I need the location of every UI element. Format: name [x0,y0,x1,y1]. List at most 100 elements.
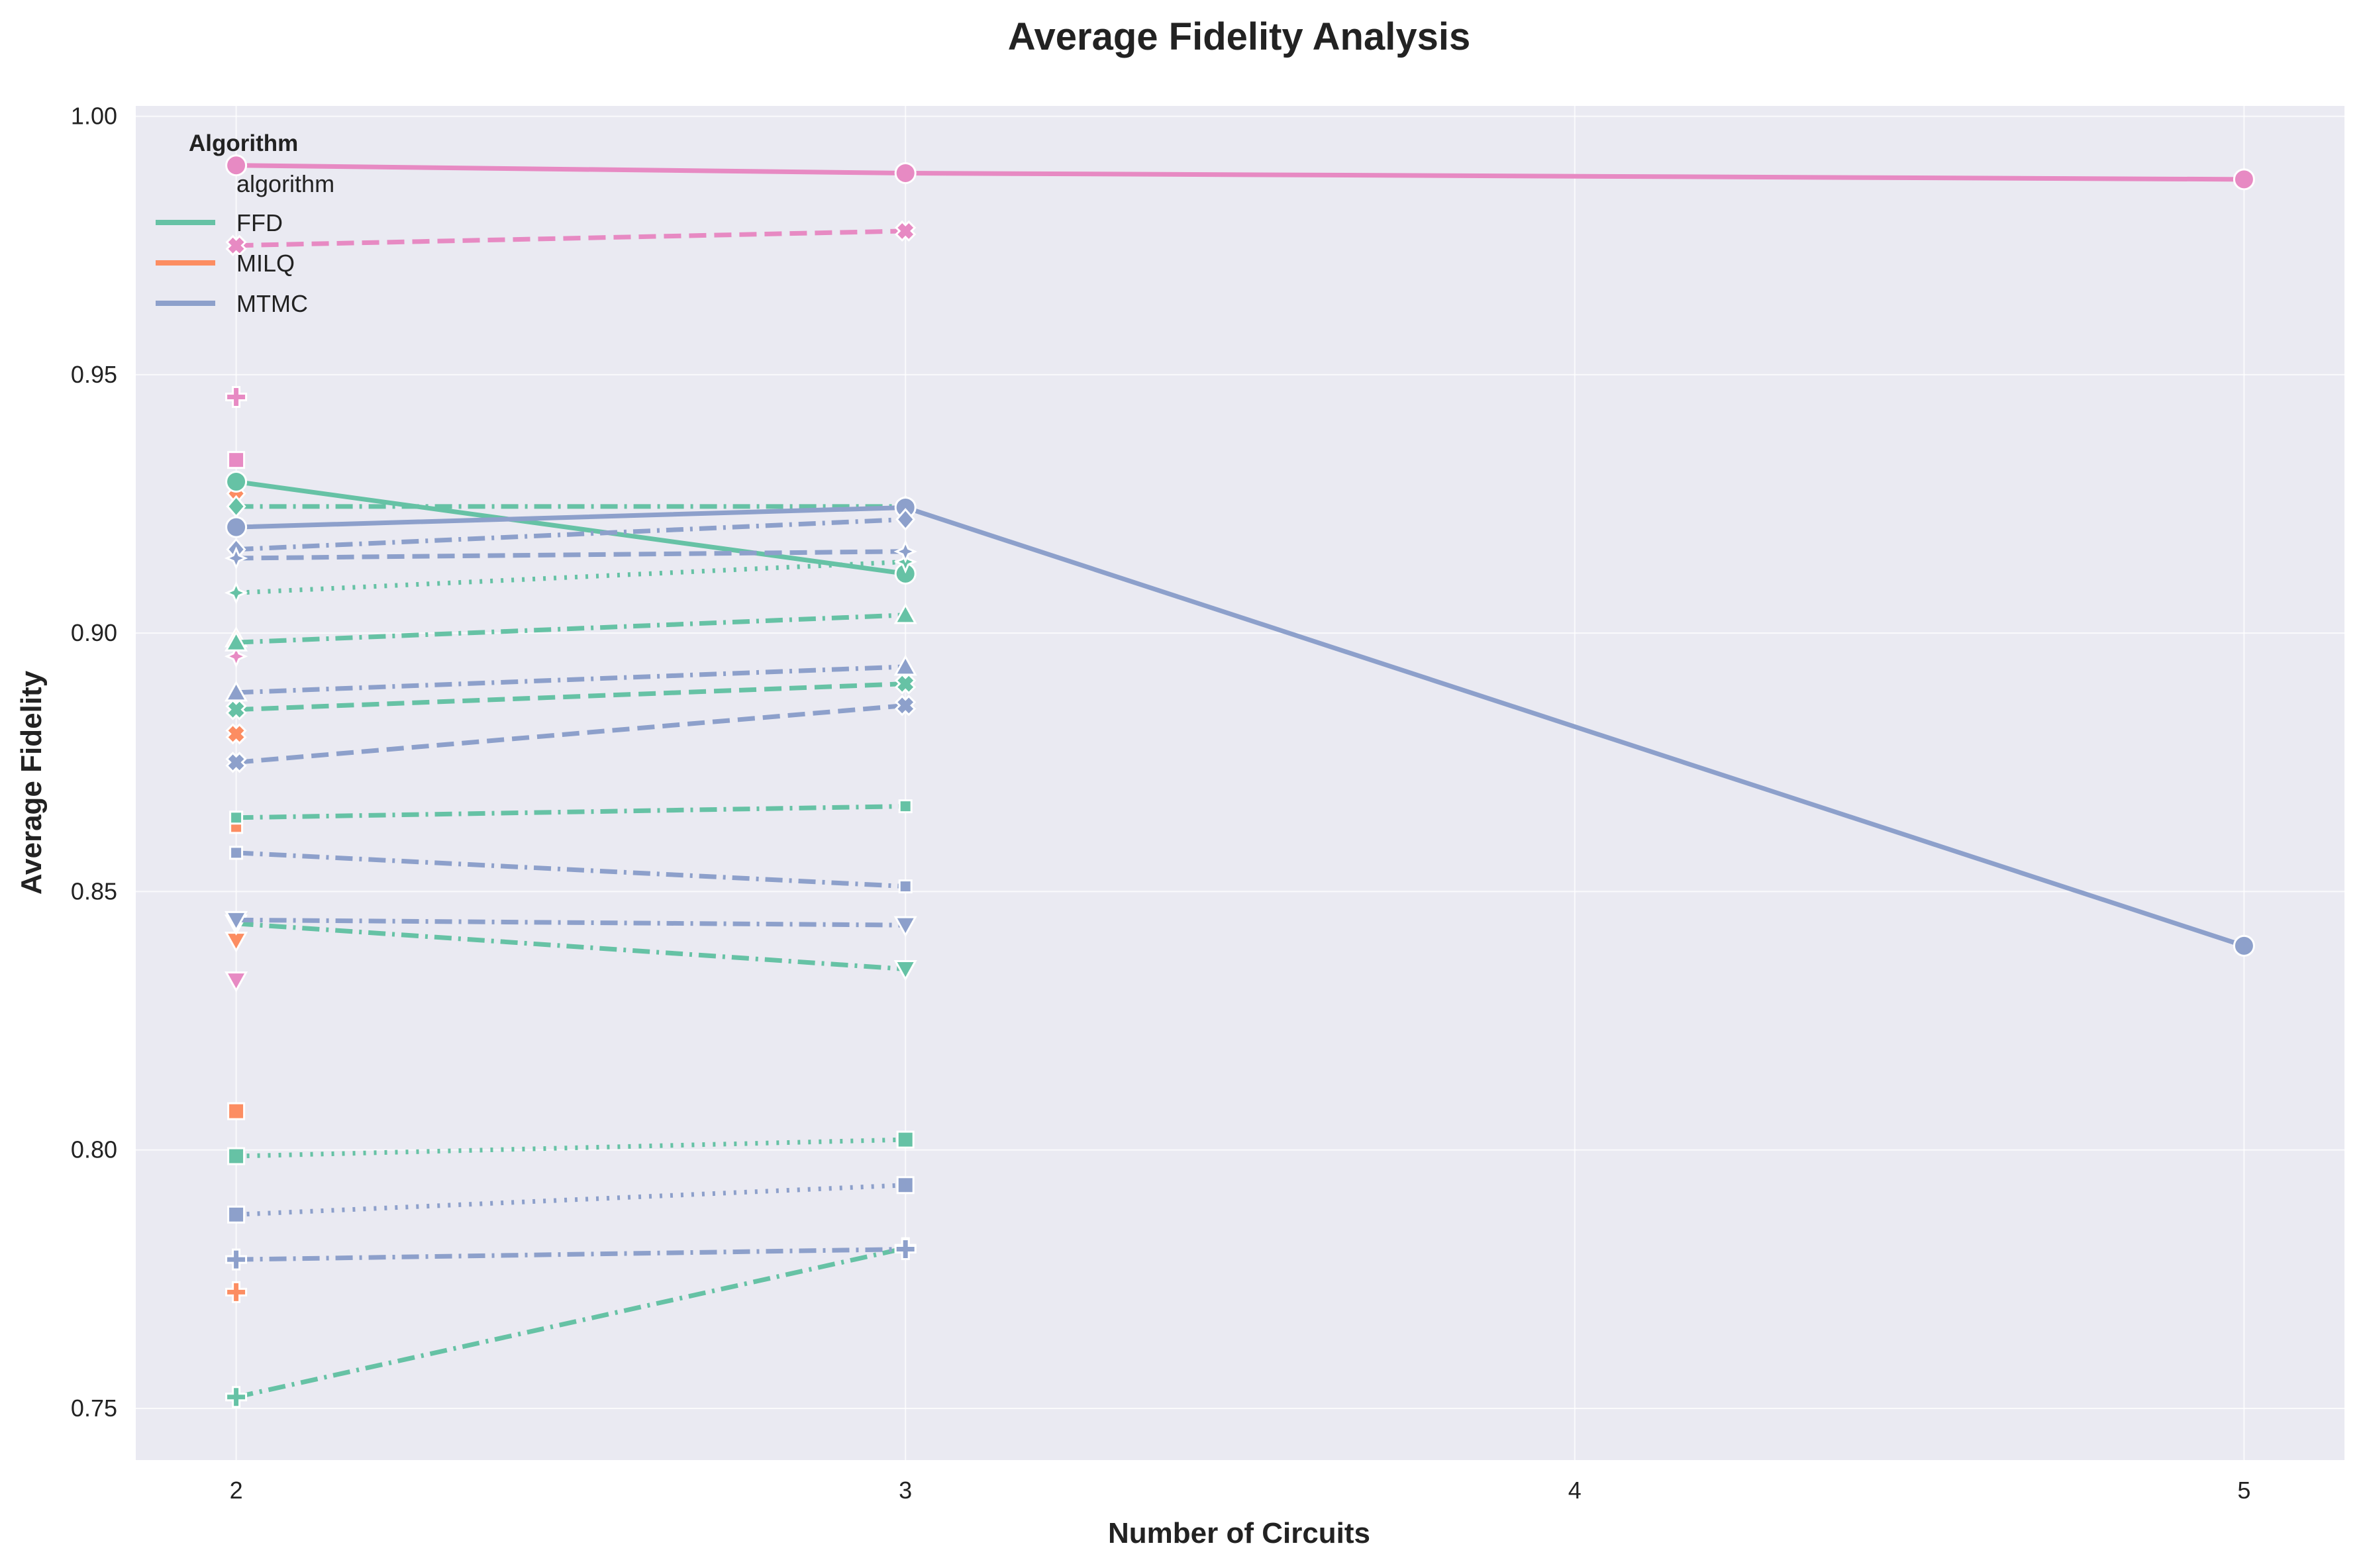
data-point-x [895,673,917,695]
data-point-x [895,695,917,716]
data-point-triangle-down [893,916,917,938]
data-point-triangle-down [225,971,248,993]
x-tick-label: 2 [230,1477,243,1504]
series-line [236,681,906,712]
data-point-star [893,540,917,564]
data-point-circle [225,154,248,177]
data-point-circle [225,516,248,538]
data-point-x [895,220,917,242]
data-point-small-square [898,879,913,894]
data-point-triangle-up [225,680,248,702]
data-point-star [224,546,248,570]
data-point-square [227,1205,246,1224]
series-29 [229,846,913,894]
data-point-plus [225,1248,248,1271]
series-line [236,1247,906,1262]
series-6 [225,971,248,993]
data-point-x [225,723,247,745]
series-line [236,228,906,248]
series-line [236,516,906,552]
series-line [236,479,906,576]
legend-label: FFD [236,209,283,236]
data-point-x [225,234,247,256]
series-layer [224,154,2255,1408]
series-line [235,1246,906,1400]
series-1 [225,220,917,256]
series-10 [225,723,247,745]
series-line [236,664,906,695]
series-line [236,612,906,645]
data-point-square [227,1147,246,1165]
series-0 [225,154,2255,191]
series-2 [225,385,248,408]
series-14 [225,1281,248,1303]
data-point-plus [225,1386,248,1408]
series-5 [224,644,248,669]
y-tick-label: 0.85 [71,877,117,905]
series-28 [225,695,917,773]
data-point-star [224,644,248,669]
chart-title: Average Fidelity Analysis [1008,15,1470,58]
series-line [236,917,906,928]
data-point-small-square [229,810,244,825]
series-22 [227,1130,915,1165]
data-point-triangle-up [225,630,248,652]
grid-lines [136,106,2344,1460]
data-point-triangle-down [225,910,248,932]
series-line [236,804,906,820]
data-point-small-square [229,846,244,860]
series-27 [225,654,917,702]
legend: Algorithm algorithm FFD MILQ MTMC [156,130,334,317]
series-30 [225,910,917,938]
data-point-circle [2233,934,2255,957]
series-15 [225,470,917,585]
plot-area [136,106,2344,1460]
x-axis-label: Number of Circuits [1108,1517,1370,1549]
legend-label: MILQ [236,250,295,277]
data-point-circle [225,470,248,493]
data-point-triangle-down [893,959,917,981]
data-point-plus [225,385,248,408]
y-tick-label: 0.75 [71,1395,117,1422]
data-point-small-square [898,799,913,814]
y-tick-label: 0.80 [71,1136,117,1163]
series-3 [227,451,246,469]
legend-label: MTMC [236,290,308,317]
data-point-circle [2233,168,2255,191]
data-point-square [227,1102,246,1120]
x-tick-label: 5 [2237,1477,2250,1504]
data-point-x [225,752,247,773]
series-line [236,549,906,561]
series-18 [225,603,917,652]
series-line [236,850,906,889]
legend-title: Algorithm [189,130,298,156]
y-tick-label: 0.95 [71,361,117,388]
data-point-x [225,699,247,720]
series-25 [226,508,916,561]
y-tick-label: 0.90 [71,619,117,646]
series-32 [225,1238,917,1271]
axis-ticks: 2 3 4 5 0.75 0.80 0.85 0.90 0.95 1.00 [71,103,2251,1504]
data-point-diamond [895,508,916,531]
data-point-square [896,1176,915,1195]
data-point-triangle-up [893,654,917,676]
y-tick-label: 1.00 [71,103,117,130]
y-axis-label: Average Fidelity [15,670,48,895]
data-point-square [896,1130,915,1149]
series-20 [229,799,913,825]
data-point-square [227,451,246,469]
series-line [236,703,906,765]
series-31 [227,1176,915,1224]
x-tick-label: 4 [1568,1477,1582,1504]
series-26 [224,540,917,570]
legend-subtitle: algorithm [236,170,334,197]
data-point-triangle-up [893,603,917,624]
series-line [236,921,906,971]
data-point-plus [225,1281,248,1303]
data-point-star [224,581,248,605]
legend-entries: FFD MILQ MTMC [156,209,308,317]
x-tick-label: 3 [899,1477,912,1504]
data-point-circle [894,162,917,184]
data-point-plus [894,1238,917,1261]
